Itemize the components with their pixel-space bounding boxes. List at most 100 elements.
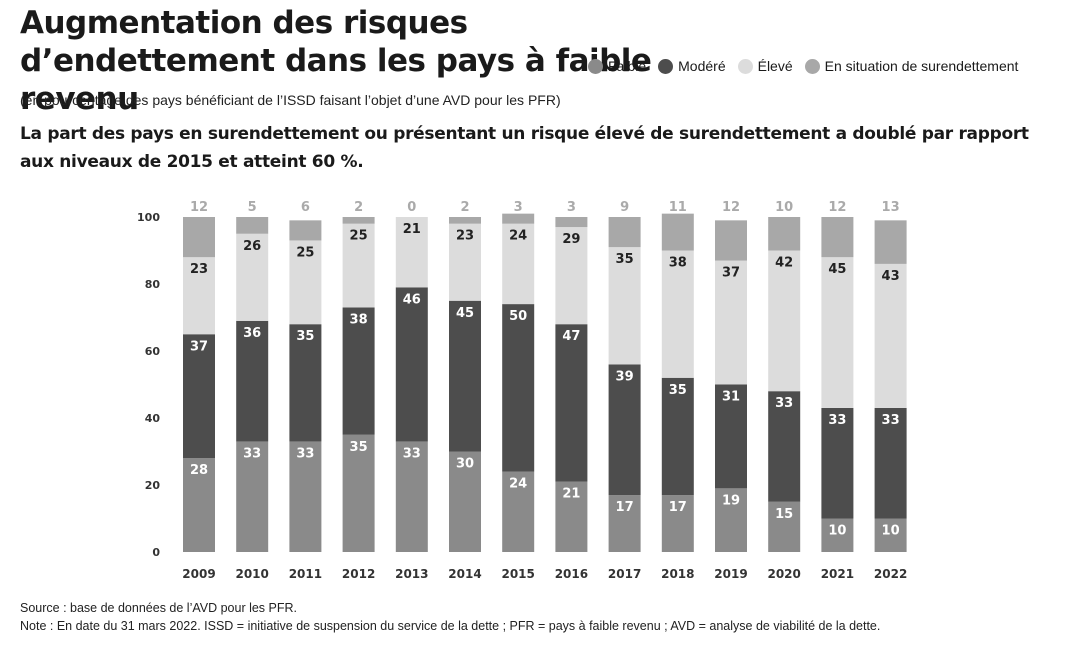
bar-segment — [395, 441, 428, 552]
bar-segment — [289, 240, 322, 325]
x-tick-label: 2010 — [235, 567, 268, 581]
data-label: 21 — [403, 222, 421, 237]
data-label: 45 — [828, 262, 846, 277]
bar-segment — [608, 247, 641, 365]
y-tick-label: 20 — [145, 479, 161, 492]
bar-segment — [821, 518, 854, 552]
x-tick-label: 2012 — [342, 567, 375, 581]
data-label: 50 — [509, 309, 527, 324]
bar-segment — [555, 227, 588, 325]
bar-segment — [502, 223, 535, 305]
data-label: 25 — [296, 245, 314, 260]
data-label: 33 — [243, 446, 261, 461]
bar-segment — [874, 407, 907, 519]
footnote: Note : En date du 31 mars 2022. ISSD = i… — [20, 619, 881, 633]
bar-segment — [395, 287, 428, 442]
chart-headline: La part des pays en surendettement ou pr… — [20, 124, 1029, 172]
data-label: 17 — [616, 500, 634, 515]
bar-segment — [661, 213, 694, 251]
data-label: 33 — [882, 413, 900, 428]
legend-item-modere: Modéré — [658, 58, 726, 74]
bar-segment — [555, 217, 588, 228]
bar-segment — [289, 220, 322, 241]
data-label: 33 — [775, 396, 793, 411]
legend-swatch-modere — [658, 58, 674, 74]
x-tick-label: 2022 — [874, 567, 907, 581]
data-label: 36 — [243, 326, 261, 341]
bar-segment — [183, 334, 215, 459]
data-label-top: 2 — [354, 200, 363, 215]
data-label-top: 2 — [460, 200, 469, 215]
bar-segment — [821, 407, 854, 519]
data-label: 19 — [722, 493, 740, 508]
bar-segment — [661, 250, 694, 378]
data-label: 35 — [350, 440, 368, 455]
x-tick-label: 2016 — [555, 567, 588, 581]
bar-segment — [874, 220, 907, 264]
legend-label-surendettement: En situation de surendettement — [824, 58, 1019, 74]
data-label: 39 — [616, 369, 634, 384]
data-label: 46 — [403, 292, 421, 307]
bar-segment — [715, 384, 747, 489]
x-tick-label: 2011 — [289, 567, 322, 581]
stacked-bar-chart: 0204060801002837231220093336265201033352… — [137, 200, 907, 581]
bar-segment — [342, 217, 375, 224]
x-tick-label: 2019 — [714, 567, 747, 581]
bar-segment — [395, 217, 428, 288]
bar-segment — [502, 213, 535, 224]
bar-segment — [183, 217, 215, 258]
x-tick-label: 2015 — [501, 567, 534, 581]
bar-segment — [715, 220, 747, 261]
data-label: 15 — [775, 507, 793, 522]
bar-segment — [289, 324, 322, 442]
data-label-top: 11 — [669, 200, 687, 215]
data-label: 37 — [722, 266, 740, 281]
data-label-top: 6 — [301, 200, 310, 215]
bar-segment — [661, 495, 694, 552]
bar-segment — [236, 320, 269, 442]
data-label: 42 — [775, 256, 793, 271]
data-label: 26 — [243, 239, 261, 254]
legend-item-faible: Faible — [588, 58, 646, 74]
data-label: 37 — [190, 339, 208, 354]
data-label: 35 — [296, 329, 314, 344]
data-label: 43 — [882, 269, 900, 284]
x-tick-label: 2014 — [448, 567, 481, 581]
bar-segment — [289, 441, 322, 552]
data-label-top: 12 — [190, 200, 208, 215]
data-label: 25 — [350, 229, 368, 244]
bar-segment — [715, 488, 747, 552]
x-tick-label: 2020 — [767, 567, 800, 581]
bar-segment — [342, 223, 375, 308]
legend-swatch-faible — [588, 58, 603, 74]
y-tick-label: 40 — [145, 412, 161, 425]
bar-segment — [183, 257, 215, 335]
data-label-top: 5 — [248, 200, 257, 215]
data-label-top: 10 — [775, 200, 793, 215]
legend-label-modere: Modéré — [678, 58, 726, 74]
chart-title: Augmentation des risques d’endettement d… — [20, 5, 652, 117]
data-label: 47 — [562, 329, 580, 344]
bar-segment — [768, 501, 801, 552]
y-tick-label: 100 — [137, 211, 160, 224]
data-label: 23 — [190, 262, 208, 277]
bar-segment — [555, 324, 588, 482]
bar-segment — [608, 495, 641, 552]
data-label-top: 3 — [567, 200, 576, 215]
x-tick-label: 2021 — [821, 567, 854, 581]
chart-legend: Faible Modéré Élevé En situation de sure… — [588, 58, 1018, 74]
bar-segment — [183, 458, 215, 552]
legend-item-eleve: Élevé — [737, 58, 793, 74]
legend-item-surendettement: En situation de surendettement — [804, 58, 1019, 74]
data-label-top: 0 — [407, 200, 416, 215]
bar-segment — [449, 223, 481, 301]
chart-subtitle: (en pourcentage des pays bénéficiant de … — [20, 92, 561, 108]
data-label: 31 — [722, 390, 740, 405]
source-note: Source : base de données de l’AVD pour l… — [20, 601, 298, 615]
data-label: 33 — [296, 446, 314, 461]
bar-segment — [608, 364, 641, 496]
data-label: 35 — [669, 383, 687, 398]
data-label-top: 12 — [828, 200, 846, 215]
data-label: 23 — [456, 229, 474, 244]
bar-segment — [874, 263, 907, 408]
